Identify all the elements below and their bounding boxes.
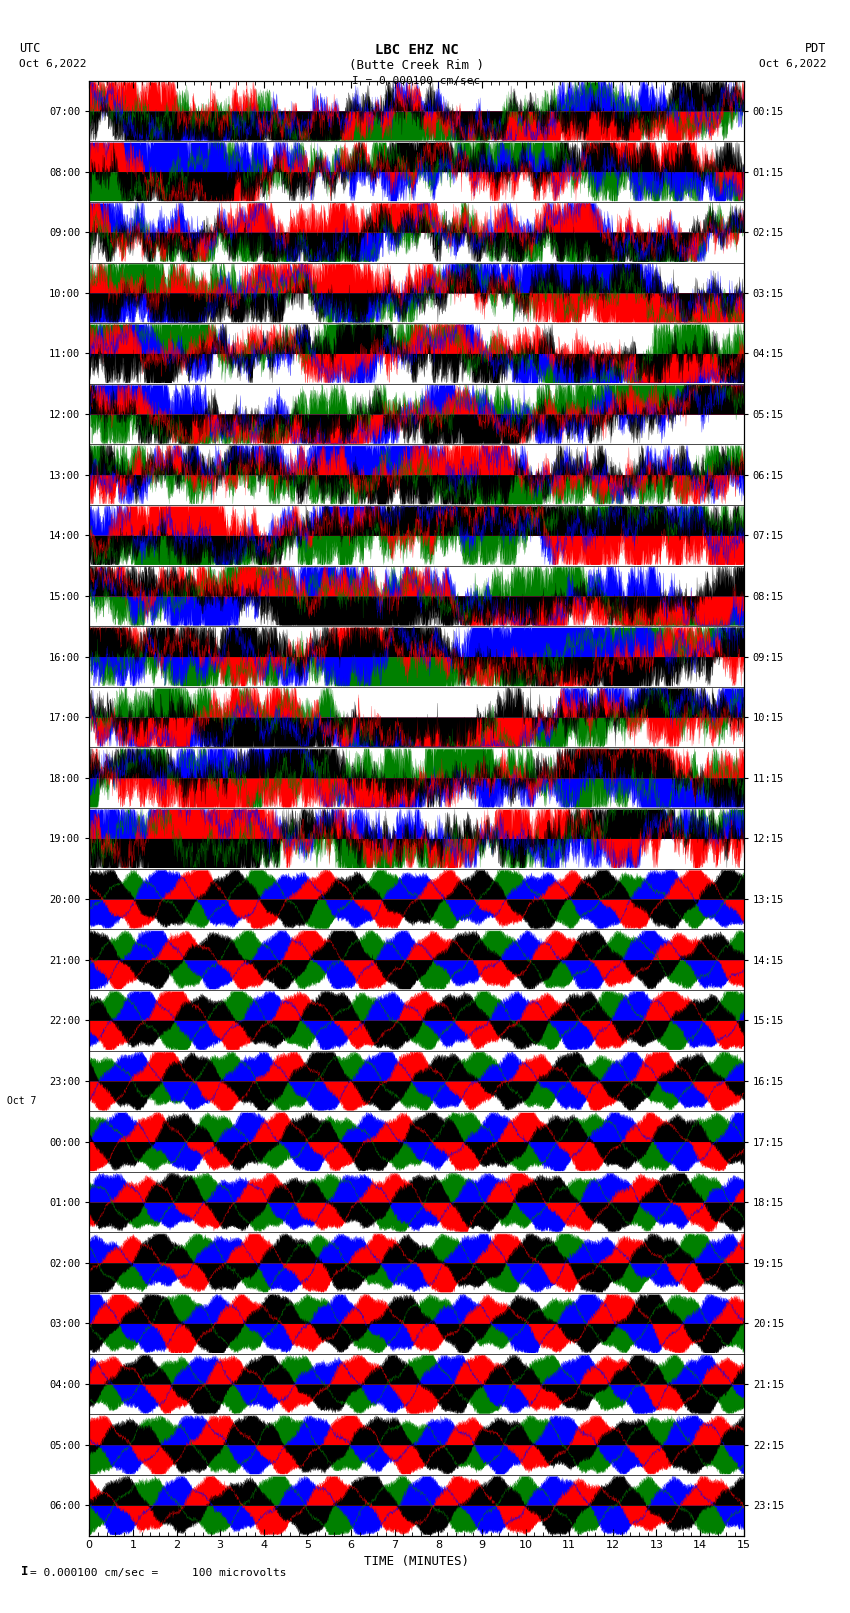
X-axis label: TIME (MINUTES): TIME (MINUTES) <box>364 1555 469 1568</box>
Text: Oct 7: Oct 7 <box>7 1097 37 1107</box>
Text: UTC: UTC <box>19 42 40 55</box>
Text: Oct 6,2022: Oct 6,2022 <box>19 60 86 69</box>
Text: Oct 6,2022: Oct 6,2022 <box>759 60 826 69</box>
Text: = 0.000100 cm/sec =     100 microvolts: = 0.000100 cm/sec = 100 microvolts <box>30 1568 286 1578</box>
Text: LBC EHZ NC: LBC EHZ NC <box>375 44 458 58</box>
Text: (Butte Creek Rim ): (Butte Creek Rim ) <box>349 58 484 71</box>
Text: I = 0.000100 cm/sec: I = 0.000100 cm/sec <box>353 76 480 85</box>
Text: PDT: PDT <box>805 42 826 55</box>
Text: I: I <box>21 1565 29 1578</box>
